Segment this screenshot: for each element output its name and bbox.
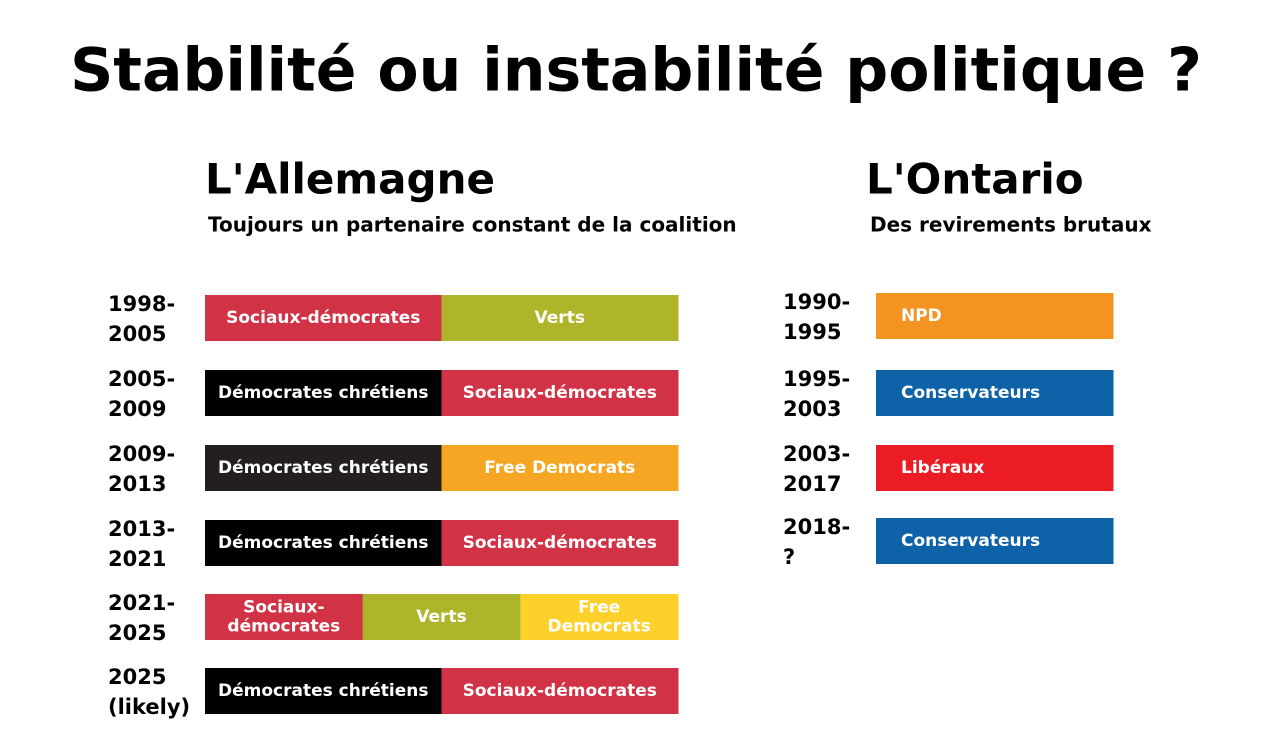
coalition-segment	[441, 520, 679, 566]
party-label: Libéraux	[901, 458, 984, 478]
period-label: 2005-	[108, 367, 175, 391]
coalition-segment	[876, 518, 1114, 564]
coalition-segment	[441, 668, 679, 714]
party-label: Verts	[416, 607, 466, 627]
period-label: 2003	[783, 397, 841, 421]
coalition-segment	[205, 594, 364, 640]
coalition-segment	[205, 445, 442, 491]
party-label: Sociaux-démocrates	[463, 681, 657, 701]
party-label: Sociaux-démocrates	[463, 533, 657, 553]
party-label: Free	[578, 598, 620, 618]
coalition-segment	[876, 293, 1114, 339]
coalition-segment	[205, 668, 442, 714]
panel-heading: L'Allemagne	[205, 155, 495, 204]
period-label: 2018-	[783, 515, 850, 539]
coalition-segment	[441, 295, 679, 341]
coalition-segment	[205, 295, 442, 341]
period-label: 1998-	[108, 292, 175, 316]
panel-subtitle: Toujours un partenaire constant de la co…	[208, 213, 737, 237]
period-label: 2003-	[783, 442, 850, 466]
period-label: ?	[783, 545, 795, 569]
period-label: 2013-	[108, 517, 175, 541]
coalition-segment	[520, 594, 679, 640]
panel-heading: L'Ontario	[866, 155, 1084, 204]
period-label: 1995-	[783, 367, 850, 391]
period-label: 1990-	[783, 290, 850, 314]
party-label: démocrates	[227, 617, 340, 637]
party-label: NPD	[901, 306, 942, 326]
title: Stabilité ou instabilité politique ?	[70, 36, 1202, 106]
coalition-segment	[441, 445, 679, 491]
party-label: Sociaux-démocrates	[226, 308, 420, 328]
period-label: 1995	[783, 320, 841, 344]
period-label: 2025	[108, 621, 166, 645]
coalition-segment	[205, 370, 442, 416]
period-label: 2025	[108, 665, 166, 689]
party-label: Sociaux-	[243, 598, 324, 618]
coalition-segment	[205, 520, 442, 566]
party-label: Conservateurs	[901, 383, 1040, 403]
period-label: 2009-	[108, 442, 175, 466]
period-label: (likely)	[108, 695, 190, 719]
party-label: Démocrates chrétiens	[218, 533, 428, 553]
party-label: Démocrates chrétiens	[218, 383, 428, 403]
period-label: 2021-	[108, 591, 175, 615]
party-label: Verts	[535, 308, 585, 328]
period-label: 2013	[108, 472, 166, 496]
coalition-segment	[876, 370, 1114, 416]
party-label: Conservateurs	[901, 531, 1040, 551]
panel-subtitle: Des revirements brutaux	[870, 213, 1152, 237]
party-label: Sociaux-démocrates	[463, 383, 657, 403]
party-label: Démocrates chrétiens	[218, 681, 428, 701]
period-label: 2009	[108, 397, 166, 421]
period-label: 2017	[783, 472, 841, 496]
party-label: Free Democrats	[484, 458, 635, 478]
coalition-segment	[441, 370, 679, 416]
coalition-segment	[362, 594, 521, 640]
period-label: 2005	[108, 322, 166, 346]
party-label: Democrats	[548, 617, 651, 637]
coalition-segment	[876, 445, 1114, 491]
period-label: 2021	[108, 547, 166, 571]
party-label: Démocrates chrétiens	[218, 458, 428, 478]
